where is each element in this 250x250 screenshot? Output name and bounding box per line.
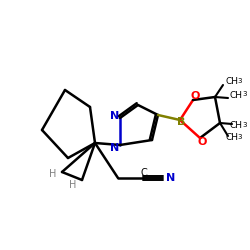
Text: O: O: [190, 91, 200, 101]
Text: H: H: [69, 180, 77, 190]
Text: 3: 3: [242, 122, 246, 128]
Text: H: H: [49, 169, 57, 179]
Text: O: O: [197, 137, 207, 147]
Text: 3: 3: [237, 134, 242, 140]
Text: CH: CH: [225, 78, 238, 86]
Text: N: N: [166, 173, 175, 183]
Text: CH: CH: [225, 134, 238, 142]
Text: N: N: [110, 111, 120, 121]
Text: C: C: [140, 168, 147, 178]
Text: N: N: [110, 143, 120, 153]
Text: B: B: [177, 117, 185, 127]
Text: 3: 3: [237, 78, 242, 84]
Text: CH: CH: [230, 122, 243, 130]
Text: CH: CH: [230, 90, 243, 100]
Text: 3: 3: [242, 91, 246, 97]
